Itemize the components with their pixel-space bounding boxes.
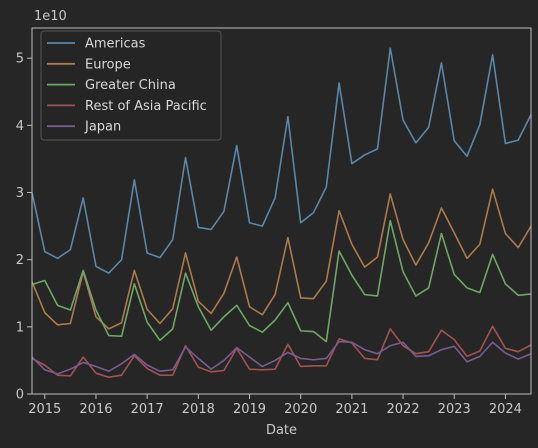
x-tick-label: 2018 [182, 402, 215, 417]
legend-box [40, 30, 222, 141]
series-lines [31, 47, 532, 379]
x-tick-label: 2022 [387, 402, 420, 417]
x-tick-label: 2015 [28, 402, 61, 417]
y-tick-label: 0 [16, 388, 24, 403]
x-tick-label: 2019 [233, 402, 266, 417]
y-axis-ticks: 0 1 2 3 4 5 [16, 52, 32, 403]
series-line-europe [31, 188, 532, 330]
series-line-greater-china [31, 219, 532, 343]
x-tick-label: 2017 [131, 402, 164, 417]
legend-label: Japan [84, 120, 121, 135]
legend-label: Europe [85, 57, 131, 72]
legend-label: Greater China [85, 78, 176, 93]
y-axis-scale-label: 1e10 [34, 9, 67, 24]
x-axis-ticks: 2015 2016 2017 2018 2019 2020 2021 2022 2023 2024 [28, 394, 522, 417]
x-tick-label: 2023 [438, 402, 471, 417]
legend-label: Americas [85, 37, 146, 52]
y-tick-label: 5 [16, 52, 24, 67]
y-tick-label: 3 [16, 186, 24, 201]
legend-label: Rest of Asia Pacific [85, 99, 207, 114]
x-tick-label: 2016 [79, 402, 112, 417]
x-tick-label: 2020 [284, 402, 317, 417]
series-line-americas [31, 47, 532, 274]
y-tick-label: 1 [16, 320, 24, 335]
y-tick-label: 2 [16, 253, 24, 268]
plot-frame [31, 27, 532, 395]
legend: Americas Europe Greater China Rest of Asia … [40, 30, 222, 141]
x-tick-label: 2021 [335, 402, 368, 417]
series-line-japan [31, 340, 532, 375]
y-tick-label: 4 [16, 119, 24, 134]
x-axis-title: Date [266, 423, 297, 438]
x-tick-label: 2024 [489, 402, 522, 417]
